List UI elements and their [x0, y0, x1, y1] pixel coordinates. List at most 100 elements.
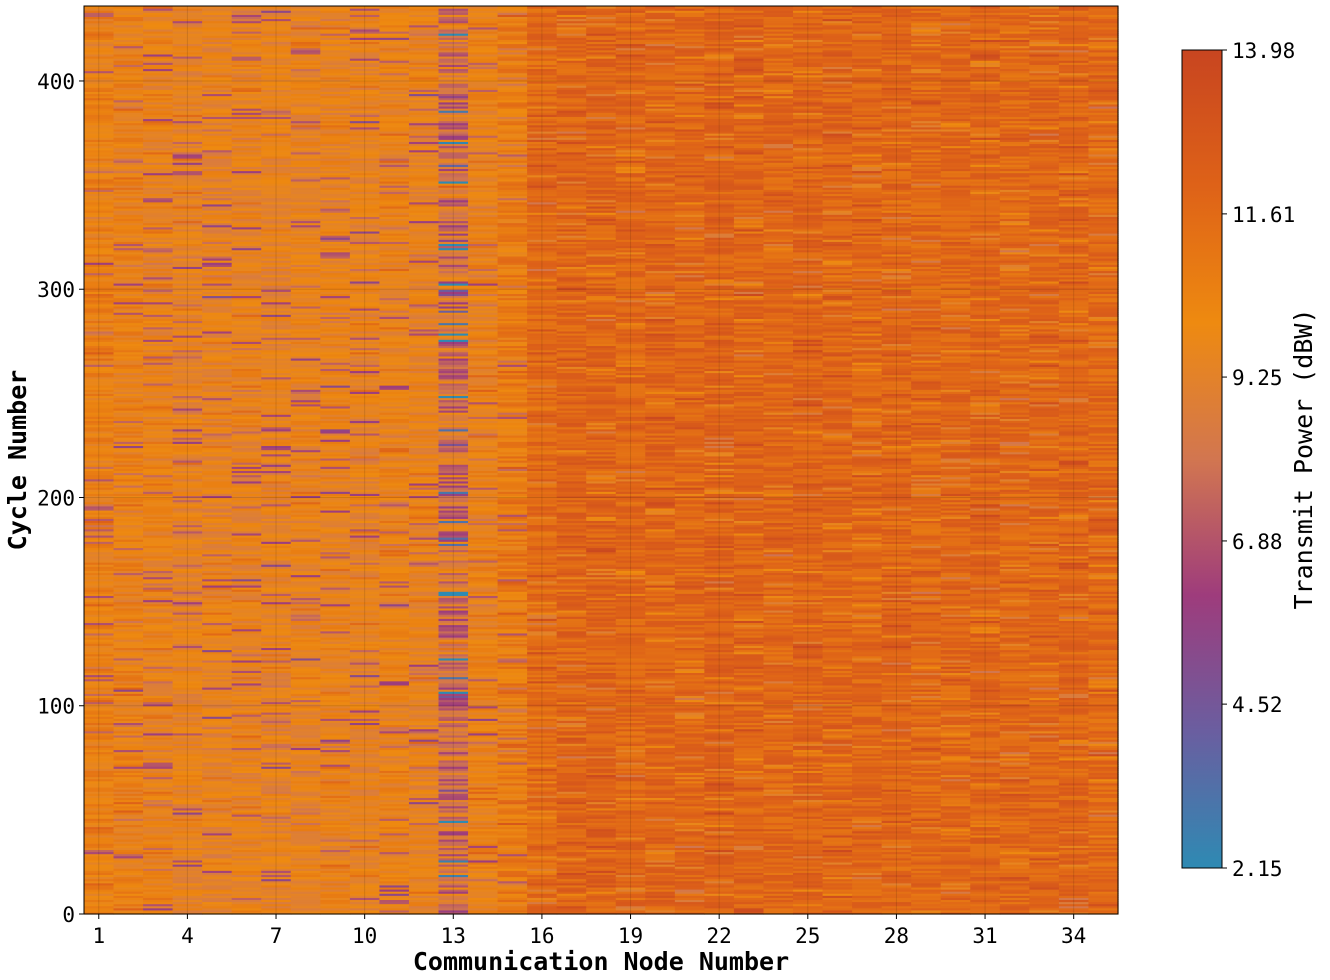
- heatmap-cell: [231, 643, 262, 646]
- heatmap-cell: [320, 907, 351, 911]
- heatmap-cell: [290, 861, 321, 865]
- heatmap-cell: [320, 851, 351, 855]
- heatmap-cell: [202, 424, 233, 428]
- heatmap-cell: [84, 85, 115, 88]
- heatmap-cell: [320, 55, 351, 59]
- heatmap-cell: [261, 716, 292, 719]
- heatmap-cell: [143, 151, 174, 155]
- heatmap-cell: [113, 814, 144, 817]
- heatmap-cell: [143, 753, 174, 757]
- heatmap-cell: [261, 370, 292, 374]
- heatmap-cell: [231, 597, 262, 601]
- heatmap-cell: [84, 243, 115, 247]
- heatmap-cell: [290, 228, 321, 232]
- heatmap-cell: [172, 222, 203, 226]
- heatmap-cell: [290, 270, 321, 274]
- heatmap-cell: [172, 534, 203, 538]
- heatmap-cell: [172, 743, 203, 746]
- heatmap-cell: [113, 10, 144, 13]
- heatmap-cell: [261, 307, 292, 311]
- heatmap-cell: [172, 520, 203, 524]
- heatmap-cell: [84, 516, 115, 519]
- heatmap-cell: [143, 368, 174, 372]
- heatmap-cell: [84, 587, 115, 590]
- heatmap-cell: [231, 559, 262, 563]
- heatmap-cell: [290, 214, 321, 217]
- heatmap-cell: [143, 582, 174, 586]
- heatmap-cell: [231, 435, 262, 438]
- heatmap-cell: [290, 218, 321, 222]
- heatmap-cell: [231, 453, 262, 457]
- heatmap-cell: [202, 274, 233, 278]
- heatmap-cell: [172, 216, 203, 220]
- heatmap-cell: [143, 66, 174, 70]
- heatmap-cell: [172, 462, 203, 465]
- heatmap-cell: [231, 422, 262, 426]
- heatmap-cell: [320, 530, 351, 534]
- heatmap-cell: [261, 195, 292, 199]
- heatmap-cell: [202, 849, 233, 853]
- heatmap-cell: [113, 449, 144, 453]
- heatmap-cell: [143, 791, 174, 794]
- heatmap-cell: [143, 289, 174, 292]
- heatmap-cell: [261, 734, 292, 738]
- heatmap-cell: [202, 16, 233, 20]
- heatmap-cell: [290, 676, 321, 680]
- heatmap-cell: [143, 116, 174, 120]
- heatmap-cell: [143, 120, 174, 124]
- heatmap-cell: [143, 239, 174, 242]
- heatmap-cell: [113, 295, 144, 299]
- heatmap-cell: [202, 280, 233, 284]
- heatmap-cell: [143, 464, 174, 467]
- heatmap-cell: [202, 93, 233, 97]
- heatmap-cell: [172, 178, 203, 182]
- heatmap-cell: [143, 487, 174, 490]
- heatmap-cell: [84, 35, 115, 38]
- heatmap-cell: [349, 772, 381, 776]
- heatmap-cell: [320, 834, 351, 838]
- heatmap-cell: [320, 360, 351, 363]
- heatmap-cell: [113, 553, 144, 557]
- heatmap-cell: [320, 828, 351, 832]
- heatmap-cell: [143, 689, 174, 692]
- heatmap-cell: [172, 903, 203, 907]
- heatmap-cell: [349, 732, 381, 736]
- heatmap-cell: [349, 786, 381, 790]
- heatmap-cell: [113, 26, 144, 30]
- heatmap-cell: [261, 532, 292, 536]
- heatmap-cell: [84, 741, 115, 744]
- heatmap-cell: [143, 647, 174, 651]
- heatmap-cell: [143, 872, 174, 876]
- heatmap-cell: [231, 766, 262, 769]
- heatmap-cell: [290, 520, 321, 524]
- heatmap-cell: [113, 595, 144, 599]
- heatmap-cell: [320, 199, 351, 203]
- heatmap-cell: [172, 399, 203, 403]
- heatmap-cell: [290, 139, 321, 142]
- heatmap-cell: [143, 634, 174, 638]
- heatmap-cell: [290, 493, 321, 496]
- heatmap-cell: [113, 537, 144, 540]
- heatmap-cell: [202, 318, 233, 322]
- heatmap-cell: [84, 791, 115, 794]
- heatmap-cell: [202, 878, 233, 882]
- heatmap-cell: [320, 822, 351, 826]
- heatmap-cell: [261, 612, 292, 615]
- heatmap-cell: [113, 620, 144, 624]
- heatmap-cell: [202, 676, 233, 680]
- heatmap-cell: [113, 428, 144, 432]
- heatmap-cell: [202, 360, 233, 363]
- heatmap-cell: [231, 141, 262, 145]
- heatmap-cell: [261, 911, 292, 915]
- heatmap-cell: [113, 360, 144, 363]
- heatmap-cell: [261, 876, 292, 880]
- heatmap-cell: [231, 622, 262, 626]
- heatmap-cell: [113, 208, 144, 211]
- heatmap-cell: [84, 872, 115, 876]
- heatmap-cell: [320, 764, 351, 767]
- heatmap-cell: [172, 474, 203, 478]
- heatmap-cell: [172, 528, 203, 532]
- heatmap-cell: [84, 597, 115, 601]
- heatmap-cell: [290, 718, 321, 721]
- heatmap-cell: [349, 801, 381, 805]
